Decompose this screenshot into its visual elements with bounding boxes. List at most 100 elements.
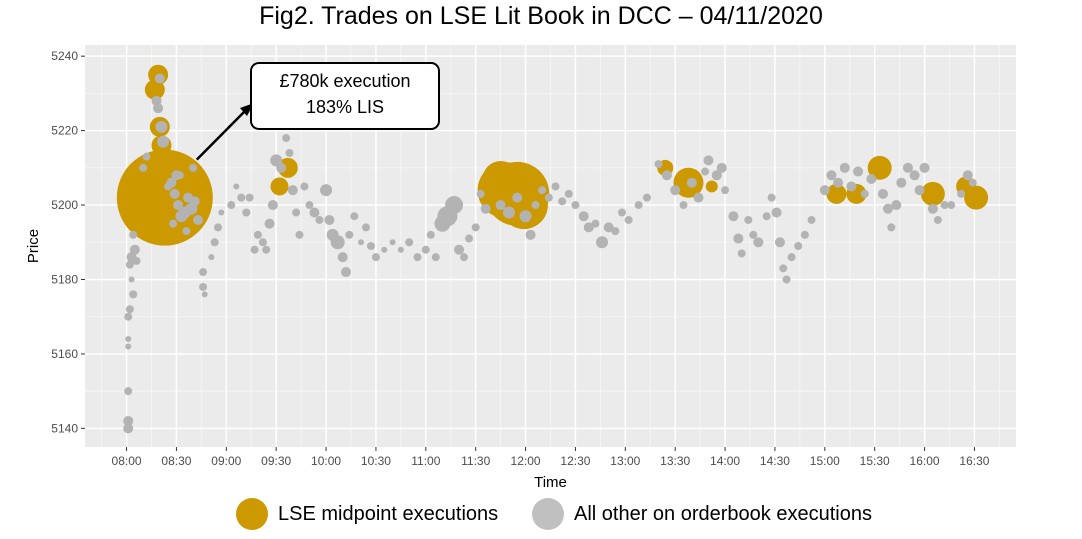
orderbook-execution-point [909, 170, 920, 181]
orderbook-execution-point [405, 238, 414, 247]
midpoint-execution-point [277, 157, 298, 178]
orderbook-execution-point [853, 166, 864, 177]
orderbook-execution-point [544, 193, 553, 202]
orderbook-execution-point [860, 189, 869, 198]
y-tick-label: 5180 [51, 273, 78, 287]
orderbook-execution-point [139, 163, 148, 172]
y-tick-label: 5200 [51, 198, 78, 212]
x-tick-label: 12:00 [511, 454, 541, 468]
orderbook-execution-point [210, 238, 219, 247]
orderbook-execution-point [749, 230, 758, 239]
orderbook-execution-point [476, 189, 485, 198]
orderbook-execution-point [947, 201, 956, 210]
orderbook-execution-point [701, 167, 710, 176]
orderbook-execution-point [642, 193, 651, 202]
orderbook-execution-point [151, 95, 162, 106]
x-tick-label: 08:00 [112, 454, 142, 468]
x-tick-label: 10:00 [311, 454, 341, 468]
orderbook-execution-point [123, 415, 134, 426]
midpoint-execution-point [920, 181, 945, 206]
orderbook-execution-point [282, 134, 291, 143]
orderbook-execution-point [762, 212, 771, 221]
orderbook-execution-point [839, 162, 850, 173]
x-tick-label: 14:30 [760, 454, 790, 468]
orderbook-execution-point [716, 162, 727, 173]
orderbook-execution-point [711, 170, 722, 181]
y-axis-label: Price [25, 229, 42, 263]
orderbook-execution-point [182, 227, 191, 236]
annotation-arrow-line [195, 105, 251, 161]
orderbook-execution-point [431, 253, 440, 262]
orderbook-execution-point [287, 185, 298, 196]
orderbook-execution-point [330, 235, 345, 250]
orderbook-execution-point [866, 174, 877, 184]
orderbook-execution-point [389, 239, 396, 246]
orderbook-execution-point [896, 177, 907, 188]
orderbook-execution-point [300, 182, 309, 191]
orderbook-execution-point [242, 208, 251, 217]
orderbook-execution-point [679, 201, 688, 210]
orderbook-execution-point [337, 252, 348, 263]
orderbook-execution-point [309, 207, 320, 218]
x-tick-label: 11:00 [411, 454, 440, 468]
orderbook-execution-point [531, 201, 540, 210]
orderbook-execution-point [233, 183, 240, 190]
orderbook-execution-point [927, 203, 938, 214]
x-tick-label: 09:00 [211, 454, 241, 468]
y-tick-label: 5220 [51, 124, 78, 138]
orderbook-execution-point [968, 178, 977, 187]
orderbook-execution-point [502, 206, 515, 219]
orderbook-execution-point [962, 170, 973, 181]
midpoint-execution-point [482, 161, 519, 197]
orderbook-execution-point [218, 209, 225, 216]
orderbook-execution-point [846, 181, 857, 192]
midpoint-execution-point [705, 180, 718, 193]
orderbook-execution-point [208, 254, 215, 261]
orderbook-execution-point [245, 193, 254, 202]
x-tick-label: 16:00 [910, 454, 940, 468]
midpoint-execution-point [826, 183, 847, 204]
orderbook-execution-point [519, 210, 532, 223]
orderbook-execution-point [371, 253, 380, 262]
orderbook-execution-point [902, 162, 913, 173]
legend-label: LSE midpoint executions [278, 502, 499, 525]
orderbook-execution-point [155, 120, 168, 133]
orderbook-execution-point [460, 253, 469, 262]
orderbook-execution-point [878, 188, 888, 199]
annotation-line-2: 183% LIS [305, 97, 385, 117]
legend-item-other: All other on orderbook executions [532, 498, 872, 530]
orderbook-execution-point [779, 264, 788, 273]
orderbook-execution-point [345, 230, 354, 239]
orderbook-execution-point [624, 215, 633, 224]
orderbook-execution-point [193, 214, 204, 225]
orderbook-execution-point [366, 242, 375, 250]
orderbook-execution-point [124, 312, 133, 321]
orderbook-execution-point [426, 230, 435, 239]
orderbook-execution-point [227, 201, 236, 210]
orderbook-execution-point [833, 177, 844, 188]
orderbook-execution-point [611, 227, 620, 236]
orderbook-execution-point [123, 423, 134, 434]
orderbook-execution-point [173, 200, 184, 211]
orderbook-execution-point [253, 230, 262, 239]
orderbook-execution-point [919, 162, 930, 173]
annotation-box: £780k execution 183% LIS [250, 62, 440, 130]
orderbook-execution-point [153, 103, 164, 114]
orderbook-execution-point [361, 223, 370, 232]
orderbook-execution-point [164, 182, 173, 191]
x-axis-label: Time [534, 474, 567, 491]
orderbook-execution-point [445, 196, 464, 215]
orderbook-execution-point [129, 230, 138, 239]
orderbook-execution-point [940, 201, 949, 210]
orderbook-execution-point [525, 229, 536, 240]
orderbook-execution-point [262, 245, 271, 254]
x-tick-label: 10:30 [361, 454, 391, 468]
orderbook-execution-point [891, 200, 902, 211]
y-tick-label: 5140 [51, 421, 78, 435]
orderbook-execution-point [807, 215, 816, 224]
orderbook-execution-point [571, 201, 580, 210]
orderbook-execution-point [142, 152, 151, 161]
orderbook-execution-point [421, 245, 430, 254]
orderbook-execution-point [292, 208, 301, 217]
